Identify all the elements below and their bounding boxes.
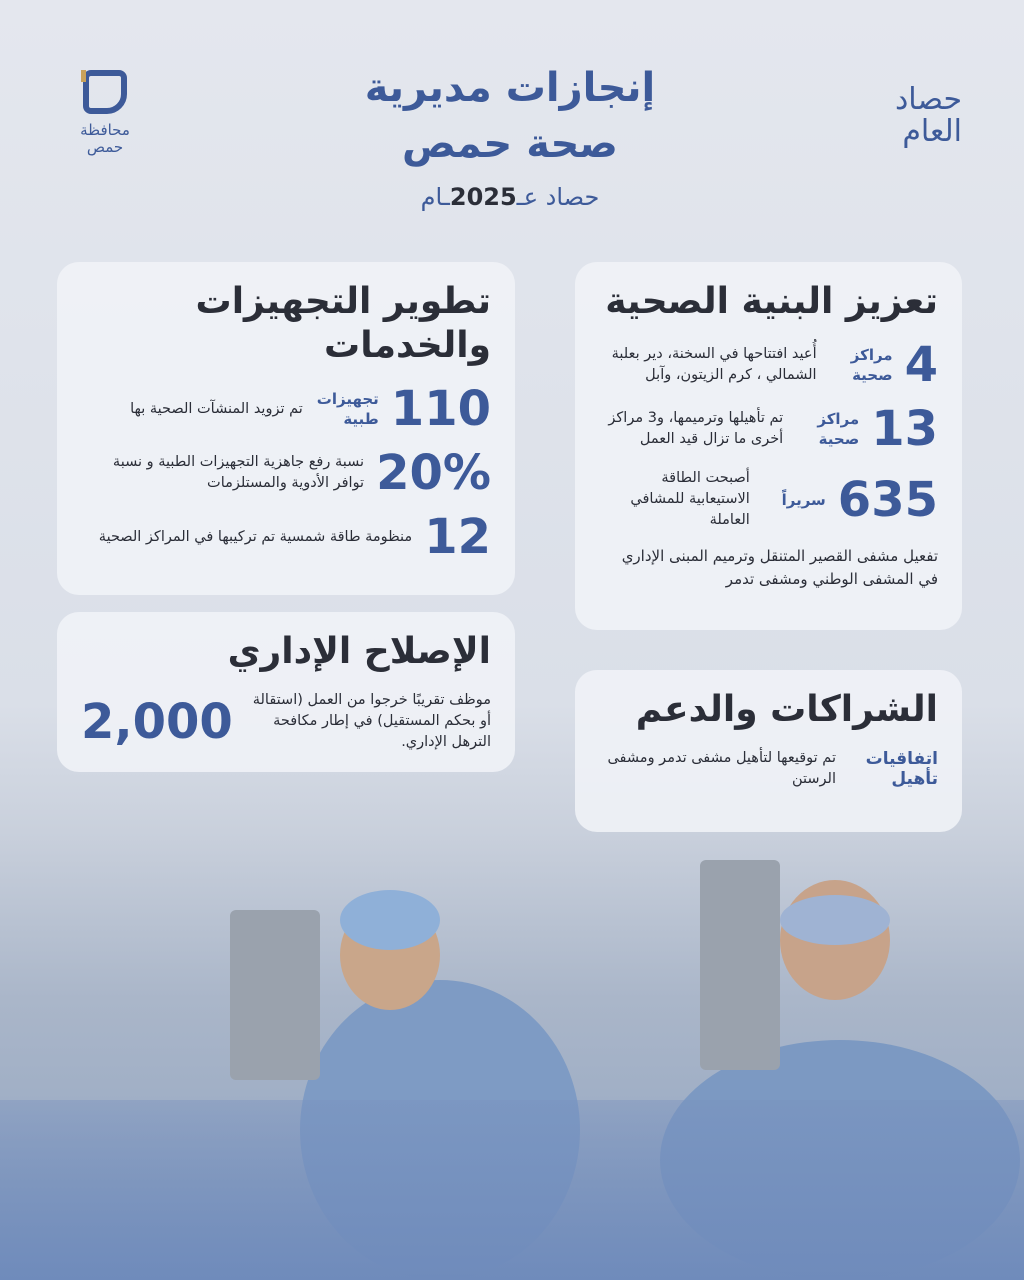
stat-desc: تم تأهيلها وترميمها، و3 مراكز أخرى ما تز… [608,410,784,447]
stat-label: مراكز صحية [817,410,860,448]
homs-logo-icon [81,70,127,114]
corner-label: حصاد العام [895,84,962,148]
logo: محافظة حمص [70,70,140,156]
partnerships-card: الشراكات والدعم اتفاقيات تأهيل تم توقيعها… [575,670,962,832]
microscope [230,910,320,1080]
stat-number: 110 [390,381,491,437]
drape [0,1100,1024,1280]
section-title: الشراكات والدعم [635,689,938,730]
surgical-cap [780,895,890,945]
stat-number: 20% [376,445,491,501]
stat-number: 2,000 [81,693,233,750]
section-title: الإصلاح الإداري [227,631,491,672]
stat-row: 13 مراكز صحية تم تأهيلها وترميمها، و3 مراك… [599,404,938,454]
stat-row: 20% نسبة رفع جاهزية التجهيزات الطبية و نس… [81,448,491,498]
stat-desc: منظومة طاقة شمسية تم تركيبها في المراكز … [98,528,413,545]
title-line: إنجازات مديرية [364,65,656,111]
section-note: تفعيل مشفى القصير المتنقل وترميم المبنى … [621,547,938,588]
microscope [700,860,780,1070]
stat-number: 4 [904,337,938,393]
admin-card: الإصلاح الإداري موظف تقريبًا خرجوا من ال… [57,612,515,772]
surgery-photo [0,800,1024,1280]
stat-desc: تم توقيعها لتأهيل مشفى تدمر ومشفى الرستن [607,750,836,787]
corner-text: حصاد [894,82,962,117]
stat-number: 13 [871,401,938,457]
equipment-card: تطوير التجهيزات والخدمات 110 تجهيزات طبية… [57,262,515,595]
logo-text: حمص [86,138,124,156]
corner-text: العام [902,114,962,149]
section-title: تطوير التجهيزات والخدمات [195,281,491,366]
logo-text: محافظة [80,121,130,139]
year: 2025 [449,183,517,211]
stat-desc: نسبة رفع جاهزية التجهيزات الطبية و نسبة … [112,454,365,491]
infrastructure-card: تعزيز البنية الصحية 4 مراكز صحية أُعيد افت… [575,262,962,630]
stat-row: 4 مراكز صحية أُعيد افتتاحها في السخنة، دير… [599,340,938,390]
stat-row: 12 منظومة طاقة شمسية تم تركيبها في المراك… [81,512,491,562]
stat-row: اتفاقيات تأهيل تم توقيعها لتأهيل مشفى تدم… [599,748,938,790]
stat-desc: أصبحت الطاقة الاستيعابية للمشافي العاملة [630,470,750,528]
title-line: صحة حمص [402,121,618,167]
stat-row: موظف تقريبًا خرجوا من العمل (استقالة أو … [81,690,491,753]
stat-desc: موظف تقريبًا خرجوا من العمل (استقالة أو … [252,692,491,750]
stat-number: 12 [424,509,491,565]
page-title: إنجازات مديرية صحة حمص [300,60,720,172]
stat-label: تجهيزات طبية [316,390,379,428]
stat-label: سريراً [781,490,826,509]
stat-desc: تم تزويد المنشآت الصحية بها [130,400,303,417]
subtitle-text: ـام [420,183,450,211]
stat-number: 635 [837,471,938,528]
subtitle-text: حصاد عـ [516,183,600,211]
page-subtitle: حصاد عـ2025ـام [360,183,660,211]
section-title: تعزيز البنية الصحية [605,281,938,322]
surgical-cap [340,890,440,950]
stat-row: 635 سريراً أصبحت الطاقة الاستيعابية للمشاف… [599,468,938,531]
stat-row: 110 تجهيزات طبية تم تزويد المنشآت الصحية ب… [81,384,491,434]
stat-desc: أُعيد افتتاحها في السخنة، دير بعلبة الشم… [611,346,817,383]
stat-label: مراكز صحية [850,346,893,384]
stat-label: اتفاقيات تأهيل [865,749,938,789]
